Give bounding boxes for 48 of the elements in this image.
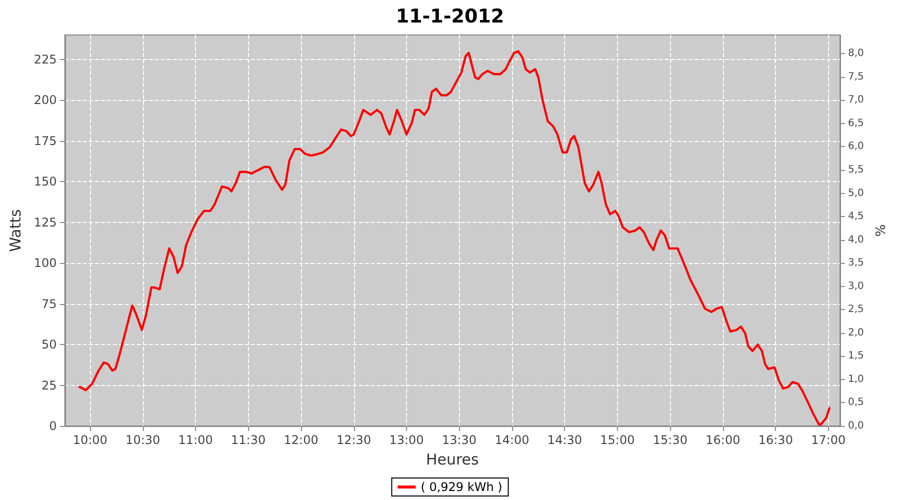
x-tick-label: 16:30 [758, 433, 793, 447]
x-tick-label: 13:00 [389, 433, 424, 447]
y2-tick-label: 4,0 [848, 234, 864, 246]
y-tick-label: 75 [42, 296, 57, 311]
y2-tick-label: 0,0 [848, 420, 864, 432]
y2-tick-label: 8,0 [848, 48, 864, 60]
x-tick-label: 16:00 [706, 433, 740, 447]
y2-tick-label: 4,5 [848, 211, 864, 222]
x-tick-label: 14:00 [494, 433, 530, 447]
y2-tick-label: 6,0 [848, 141, 864, 152]
x-tick-label: 10:00 [72, 433, 108, 447]
y2-tick-label: 1,5 [848, 350, 864, 362]
y-tick-label: 100 [34, 256, 57, 270]
y2-tick-label: 0,5 [848, 397, 864, 408]
x-tick-label: 17:00 [811, 433, 846, 447]
y-tick-label: 0 [49, 419, 57, 433]
y-tick-label: 125 [34, 215, 57, 230]
y2-tick-label: 3,5 [848, 258, 864, 269]
y2-tick-label: 5,5 [848, 164, 864, 176]
y2-tick-label: 1,0 [848, 374, 864, 385]
y2-tick-label: 7,5 [848, 71, 864, 82]
x-tick-label: 11:30 [231, 433, 266, 447]
x-tick-label: 15:00 [600, 433, 635, 447]
x-tick-label: 14:30 [547, 433, 582, 447]
x-tick-label: 12:30 [336, 433, 372, 447]
x-tick-label: 12:00 [284, 433, 318, 447]
y2-tick-label: 2,5 [848, 304, 864, 316]
chart-title: 11-1-2012 [396, 6, 504, 28]
y2-axis-title: % [874, 224, 889, 237]
y2-tick-label: 6,5 [848, 118, 864, 129]
y-tick-label: 150 [34, 174, 57, 189]
x-tick-label: 15:30 [652, 433, 688, 447]
x-axis-title: Heures [426, 450, 480, 468]
y-tick-label: 50 [42, 338, 57, 352]
line-series [78, 50, 831, 426]
y-tick-label: 25 [42, 378, 57, 392]
y2-tick-label: 2,0 [848, 327, 864, 338]
y2-tick-label: 3,0 [848, 280, 864, 292]
y-axis-title: Watts [6, 209, 24, 252]
x-tick-label: 11:00 [178, 433, 213, 447]
y-tick-label: 175 [34, 134, 57, 148]
x-tick-label: 13:30 [442, 433, 477, 447]
y2-tick-label: 7,0 [848, 94, 864, 106]
y-tick-label: 200 [34, 93, 57, 108]
x-tick-label: 10:30 [126, 433, 160, 447]
y2-tick-label: 5,0 [848, 188, 864, 199]
legend-label: ( 0,929 kWh ) [420, 480, 502, 494]
y-tick-label: 225 [34, 52, 57, 66]
